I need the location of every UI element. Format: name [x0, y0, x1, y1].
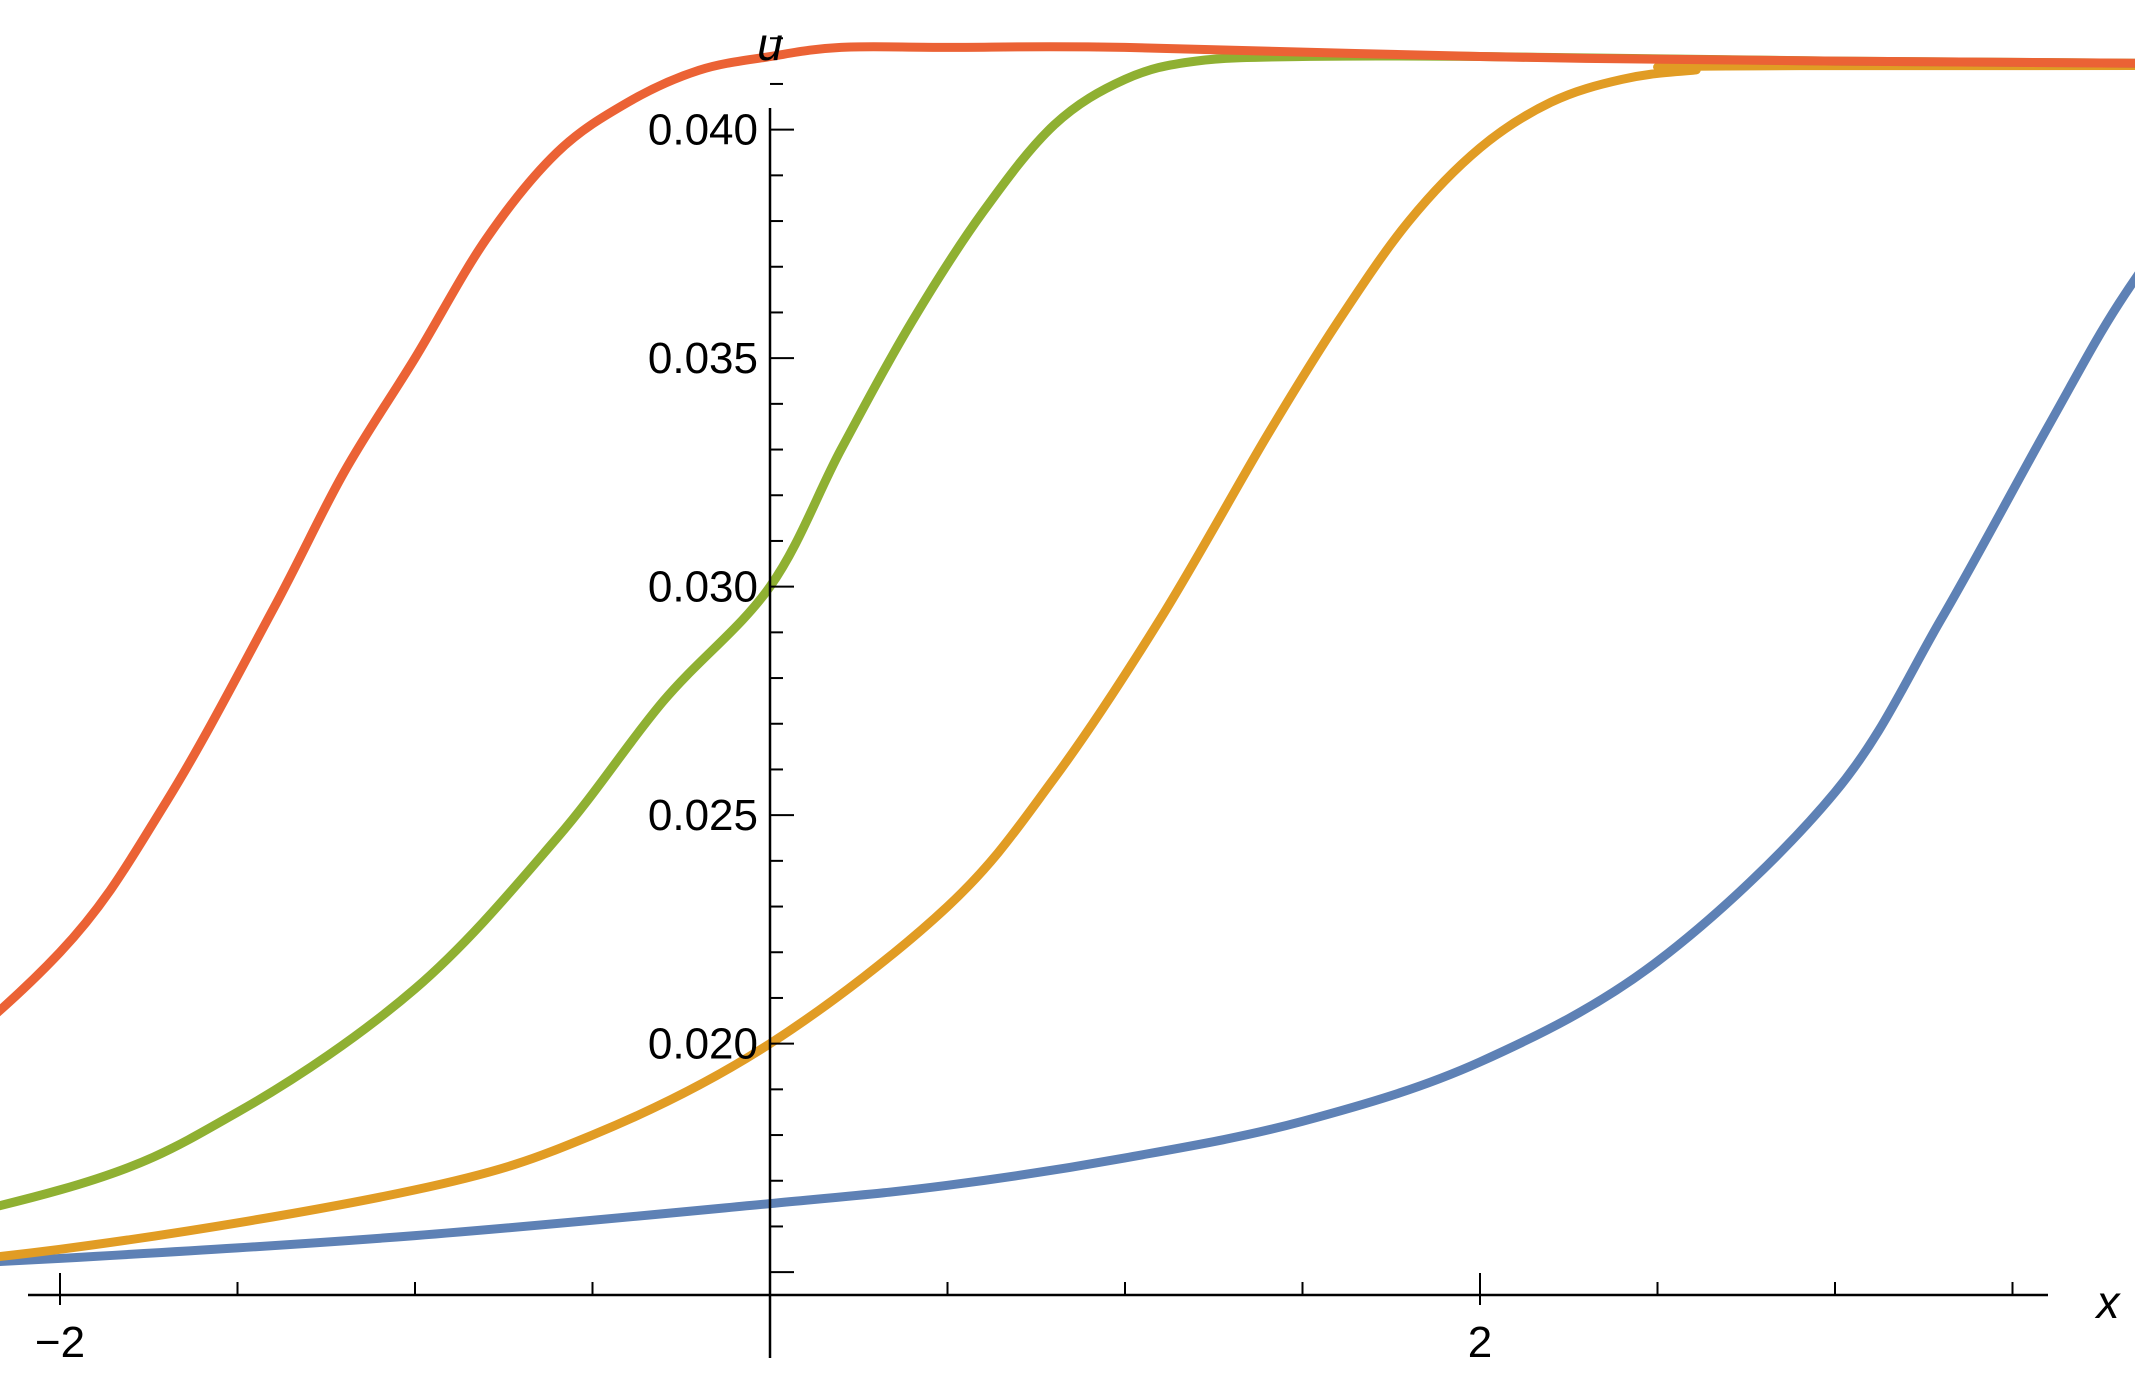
y-tick-label: 0.025 — [648, 791, 758, 840]
series-line-3 — [0, 51, 2135, 1211]
series-layer — [0, 42, 2135, 1267]
x-axis-title: x — [2095, 1276, 2122, 1328]
y-tick-label: 0.040 — [648, 106, 758, 155]
series-line-1 — [0, 271, 2135, 1267]
y-tick-label: 0.020 — [648, 1020, 758, 1069]
y-axis-title: u — [757, 18, 783, 70]
y-tick-label: 0.035 — [648, 334, 758, 383]
series-line-4 — [0, 42, 2135, 1017]
x-tick-label: −2 — [35, 1318, 85, 1367]
series-line-2 — [0, 60, 2135, 1262]
x-tick-label: 2 — [1468, 1318, 1492, 1367]
y-tick-label: 0.030 — [648, 563, 758, 612]
